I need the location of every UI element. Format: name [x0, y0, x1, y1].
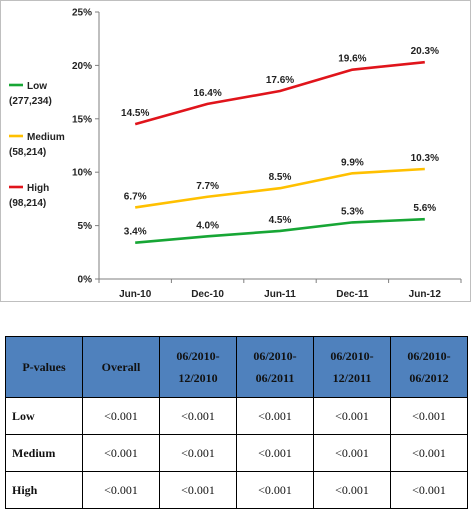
header-text: 06/2010-: [253, 349, 297, 363]
x-tick-label: Jun-10: [119, 289, 152, 300]
y-tick-label: 15%: [72, 114, 92, 125]
header-text: Overall: [101, 360, 141, 374]
legend-label-low: Low: [27, 81, 47, 92]
header-text: P-values: [22, 360, 66, 374]
y-tick-label: 25%: [72, 8, 92, 19]
series-line-low: [135, 217, 425, 244]
table-cell: <0.001: [313, 471, 391, 509]
x-tick-label: Dec-10: [191, 289, 224, 300]
table-cell: <0.001: [313, 397, 391, 435]
legend-label-high: High: [27, 183, 49, 194]
line-chart: 0% 5% 10% 15% 20% 25% Jun-10 Dec-10 Jun-11 Dec-11…: [9, 8, 462, 300]
header-text: 06/2011: [255, 371, 295, 385]
table-row-high: High <0.001 <0.001 <0.001 <0.001 <0.001: [5, 471, 468, 509]
table-cell: <0.001: [313, 434, 391, 472]
table-header-row: P-values Overall 06/2010- 12/2010 06/2010…: [5, 336, 468, 398]
x-tick-label: Jun-12: [409, 289, 442, 300]
data-label: 5.3%: [341, 206, 364, 217]
table-cell: <0.001: [159, 471, 237, 509]
table-cell: <0.001: [159, 397, 237, 435]
x-tick-label: Jun-11: [264, 289, 296, 300]
table-cell: <0.001: [82, 434, 160, 472]
data-label: 20.3%: [411, 46, 439, 57]
table-cell: <0.001: [236, 434, 314, 472]
data-label: 8.5%: [269, 172, 292, 183]
data-label: 14.5%: [121, 108, 149, 119]
legend-count-medium: (58,214): [9, 147, 46, 158]
y-tick-label: 10%: [72, 168, 92, 179]
header-text: 06/2012: [409, 371, 449, 385]
legend-label-medium: Medium: [27, 132, 65, 143]
data-label: 16.4%: [193, 88, 221, 99]
header-overall: Overall: [82, 336, 160, 398]
data-label: 5.6%: [413, 203, 436, 214]
header-period-1: 06/2010- 12/2010: [159, 336, 237, 398]
header-text: 06/2010-: [176, 349, 220, 363]
chart-container: 0% 5% 10% 15% 20% 25% Jun-10 Dec-10 Jun-11 Dec-11…: [0, 0, 471, 302]
header-period-2: 06/2010- 06/2011: [236, 336, 314, 398]
data-label: 19.6%: [338, 54, 366, 65]
table-row-low: Low <0.001 <0.001 <0.001 <0.001 <0.001: [5, 397, 468, 435]
header-text: 06/2010-: [407, 349, 451, 363]
p-values-table: P-values Overall 06/2010- 12/2010 06/2010…: [5, 336, 468, 509]
data-label: 4.5%: [269, 215, 292, 226]
header-period-3: 06/2010- 12/2011: [313, 336, 391, 398]
data-label: 4.0%: [196, 220, 219, 231]
table-cell: <0.001: [159, 434, 237, 472]
table-cell: <0.001: [390, 471, 468, 509]
table-cell: <0.001: [236, 471, 314, 509]
data-label: 10.3%: [411, 153, 439, 164]
header-period-4: 06/2010- 06/2012: [390, 336, 468, 398]
data-label: 3.4%: [124, 227, 147, 238]
table-row-medium: Medium <0.001 <0.001 <0.001 <0.001 <0.00…: [5, 434, 468, 472]
y-tick-label: 5%: [78, 221, 93, 232]
x-tick-label: Dec-11: [336, 289, 369, 300]
header-text: 12/2011: [332, 371, 372, 385]
data-label: 7.7%: [196, 181, 219, 192]
series-line-medium: [135, 167, 425, 209]
table-cell: <0.001: [236, 397, 314, 435]
row-label: Low: [5, 397, 83, 435]
data-label: 6.7%: [124, 191, 147, 202]
table-cell: <0.001: [390, 397, 468, 435]
legend-count-high: (98,214): [9, 198, 46, 209]
data-label: 9.9%: [341, 157, 364, 168]
series-line-high: [134, 60, 425, 126]
data-label: 17.6%: [266, 75, 294, 86]
table-cell: <0.001: [82, 397, 160, 435]
row-label: High: [5, 471, 83, 509]
y-tick-label: 0%: [78, 275, 93, 286]
table-cell: <0.001: [390, 434, 468, 472]
legend-count-low: (277,234): [9, 96, 52, 107]
header-text: 06/2010-: [330, 349, 374, 363]
y-tick-label: 20%: [72, 61, 92, 72]
table-cell: <0.001: [82, 471, 160, 509]
header-p-values: P-values: [5, 336, 83, 398]
header-text: 12/2010: [178, 371, 218, 385]
row-label: Medium: [5, 434, 83, 472]
